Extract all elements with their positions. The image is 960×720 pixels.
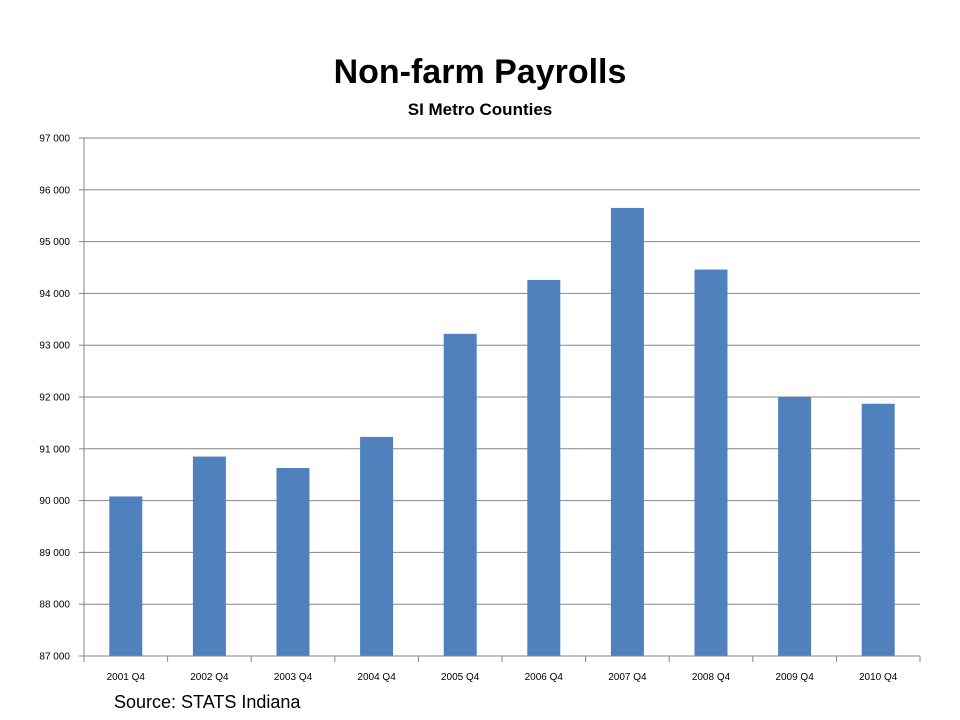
y-tick-label: 91 000 bbox=[39, 444, 70, 455]
y-tick-label: 95 000 bbox=[39, 237, 70, 248]
y-tick-label: 96 000 bbox=[39, 185, 70, 196]
bar bbox=[443, 333, 477, 656]
bar bbox=[276, 467, 310, 656]
y-tick-label: 94 000 bbox=[39, 289, 70, 300]
y-tick-label: 87 000 bbox=[39, 652, 70, 663]
bar bbox=[192, 456, 226, 656]
x-tick-label: 2003 Q4 bbox=[274, 672, 313, 683]
bar bbox=[610, 207, 644, 656]
x-tick-label: 2006 Q4 bbox=[525, 672, 564, 683]
y-tick-label: 92 000 bbox=[39, 393, 70, 404]
x-tick-label: 2009 Q4 bbox=[775, 672, 814, 683]
bar bbox=[109, 496, 143, 656]
y-tick-label: 88 000 bbox=[39, 600, 70, 611]
y-tick-label: 89 000 bbox=[39, 548, 70, 559]
axes bbox=[83, 138, 921, 662]
y-tick-label: 93 000 bbox=[39, 341, 70, 352]
bars bbox=[109, 207, 895, 656]
chart-subtitle: SI Metro Counties bbox=[408, 100, 553, 119]
x-tick-label: 2001 Q4 bbox=[107, 672, 146, 683]
bar bbox=[694, 269, 728, 656]
x-tick-label: 2008 Q4 bbox=[692, 672, 731, 683]
x-tick-label: 2005 Q4 bbox=[441, 672, 480, 683]
bar bbox=[360, 436, 394, 656]
y-tick-label: 90 000 bbox=[39, 496, 70, 507]
source-note: Source: STATS Indiana bbox=[114, 692, 301, 712]
bar bbox=[861, 403, 895, 656]
chart-title: Non-farm Payrolls bbox=[334, 53, 627, 91]
x-tick-label: 2010 Q4 bbox=[859, 672, 898, 683]
x-tick-label: 2004 Q4 bbox=[357, 672, 396, 683]
x-tick-label: 2002 Q4 bbox=[190, 672, 229, 683]
y-axis-tick-labels: 87 000 88 000 89 000 90 000 91 000 92 000 93 0… bbox=[39, 134, 70, 663]
x-axis-tick-labels: 2001 Q4 2002 Q4 2003 Q4 2004 Q4 2005 Q4 2006 … bbox=[107, 672, 898, 683]
x-tick-label: 2007 Q4 bbox=[608, 672, 647, 683]
bar bbox=[527, 279, 561, 656]
bar bbox=[778, 397, 812, 656]
y-tick-label: 97 000 bbox=[39, 134, 70, 145]
